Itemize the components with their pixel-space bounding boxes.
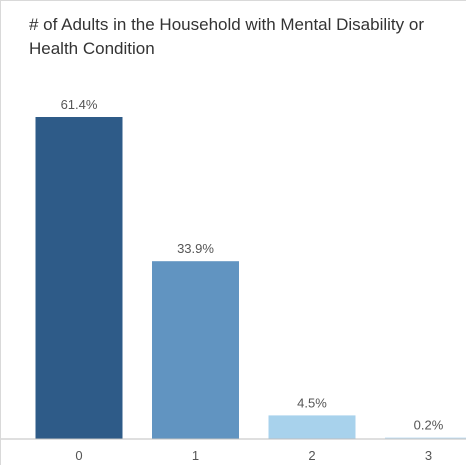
bar-0[interactable] <box>36 117 123 439</box>
bars-group <box>36 117 466 439</box>
data-label-3: 0.2% <box>414 418 444 433</box>
x-tick-label-2: 2 <box>308 448 315 463</box>
data-label-0: 61.4% <box>61 97 98 112</box>
x-tick-labels-group: 0 1 2 3 <box>75 448 432 463</box>
x-tick-label-1: 1 <box>192 448 199 463</box>
data-label-1: 33.9% <box>177 241 214 256</box>
x-tick-label-3: 3 <box>425 448 432 463</box>
data-label-2: 4.5% <box>297 395 327 410</box>
x-tick-label-0: 0 <box>75 448 82 463</box>
bar-1[interactable] <box>152 261 239 439</box>
bar-2[interactable] <box>269 415 356 439</box>
